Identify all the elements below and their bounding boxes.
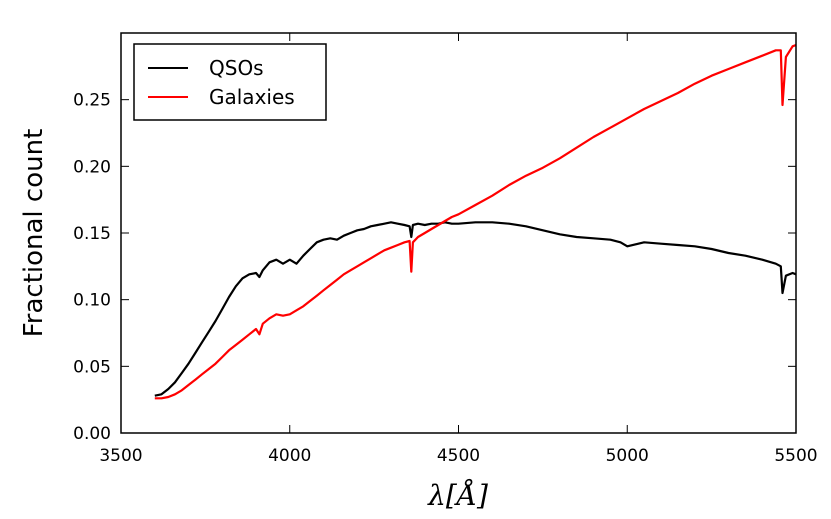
- legend: QSOs Galaxies: [133, 43, 327, 121]
- ticks-layer: 3500 4000 4500 5000 5500 0.00 0.05 0.10 0.15 0.20…: [73, 33, 818, 466]
- y-tick-label: 0.05: [73, 357, 111, 377]
- series-layer: [154, 43, 797, 400]
- y-tick-label: 0.20: [73, 157, 111, 177]
- y-tick-label: 0.10: [73, 291, 111, 311]
- x-tick-label: 5500: [774, 446, 817, 466]
- legend-box: [133, 43, 327, 121]
- x-tick-label: 5000: [606, 446, 649, 466]
- y-tick-label: 0.00: [73, 424, 111, 444]
- y-tick-label: 0.25: [73, 91, 111, 111]
- x-tick-label: 4500: [437, 446, 480, 466]
- legend-label-qsos: QSOs: [209, 56, 264, 80]
- series-line-qsos: [154, 221, 797, 397]
- x-tick-label: 4000: [268, 446, 311, 466]
- x-axis-label: λ[Å]: [427, 479, 488, 512]
- legend-label-galaxies: Galaxies: [209, 85, 295, 109]
- y-tick-label: 0.15: [73, 224, 111, 244]
- series-line-galaxies: [154, 43, 797, 400]
- y-axis-label: Fractional count: [19, 129, 49, 338]
- x-tick-label: 3500: [99, 446, 142, 466]
